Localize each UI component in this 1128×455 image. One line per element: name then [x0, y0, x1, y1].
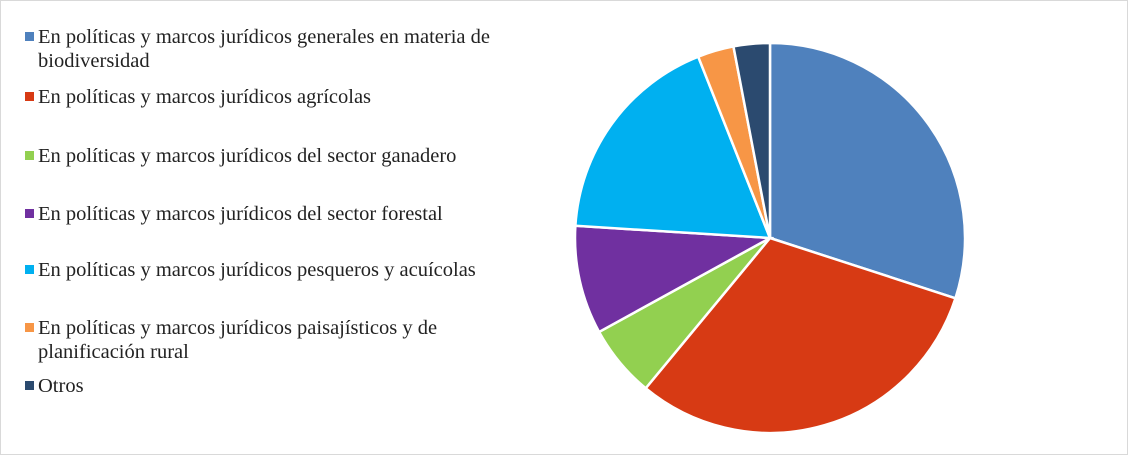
- pie-slice: [574, 55, 772, 240]
- legend-label: En políticas y marcos jurídicos generale…: [38, 26, 490, 72]
- legend-swatch: [25, 151, 34, 160]
- legend-swatch: [25, 92, 34, 101]
- legend-swatch: [25, 32, 34, 41]
- legend-label: En políticas y marcos jurídicos del sect…: [38, 145, 457, 167]
- legend-label: En políticas y marcos jurídicos pesquero…: [38, 259, 476, 281]
- legend-swatch: [25, 265, 34, 274]
- legend-item: En políticas y marcos jurídicos generale…: [25, 25, 505, 73]
- legend-item: En políticas y marcos jurídicos pesquero…: [25, 258, 505, 282]
- pie-slice: [643, 236, 958, 435]
- legend-label: En políticas y marcos jurídicos agrícola…: [38, 86, 372, 108]
- legend-swatch: [25, 381, 34, 390]
- legend-label: En políticas y marcos jurídicos del sect…: [38, 203, 443, 225]
- pie-slice: [731, 41, 772, 239]
- pie-slice: [768, 41, 967, 300]
- legend-item: En políticas y marcos jurídicos del sect…: [25, 202, 505, 226]
- legend-item: Otros: [25, 374, 505, 398]
- legend-item: En políticas y marcos jurídicos paisajís…: [25, 316, 505, 364]
- legend-label: En políticas y marcos jurídicos paisajís…: [38, 317, 438, 363]
- legend-label: Otros: [38, 375, 84, 397]
- legend-swatch: [25, 323, 34, 332]
- legend-swatch: [25, 209, 34, 218]
- pie-slice: [573, 224, 775, 334]
- legend-item: En políticas y marcos jurídicos agrícola…: [25, 85, 505, 109]
- legend-item: En políticas y marcos jurídicos del sect…: [25, 144, 505, 168]
